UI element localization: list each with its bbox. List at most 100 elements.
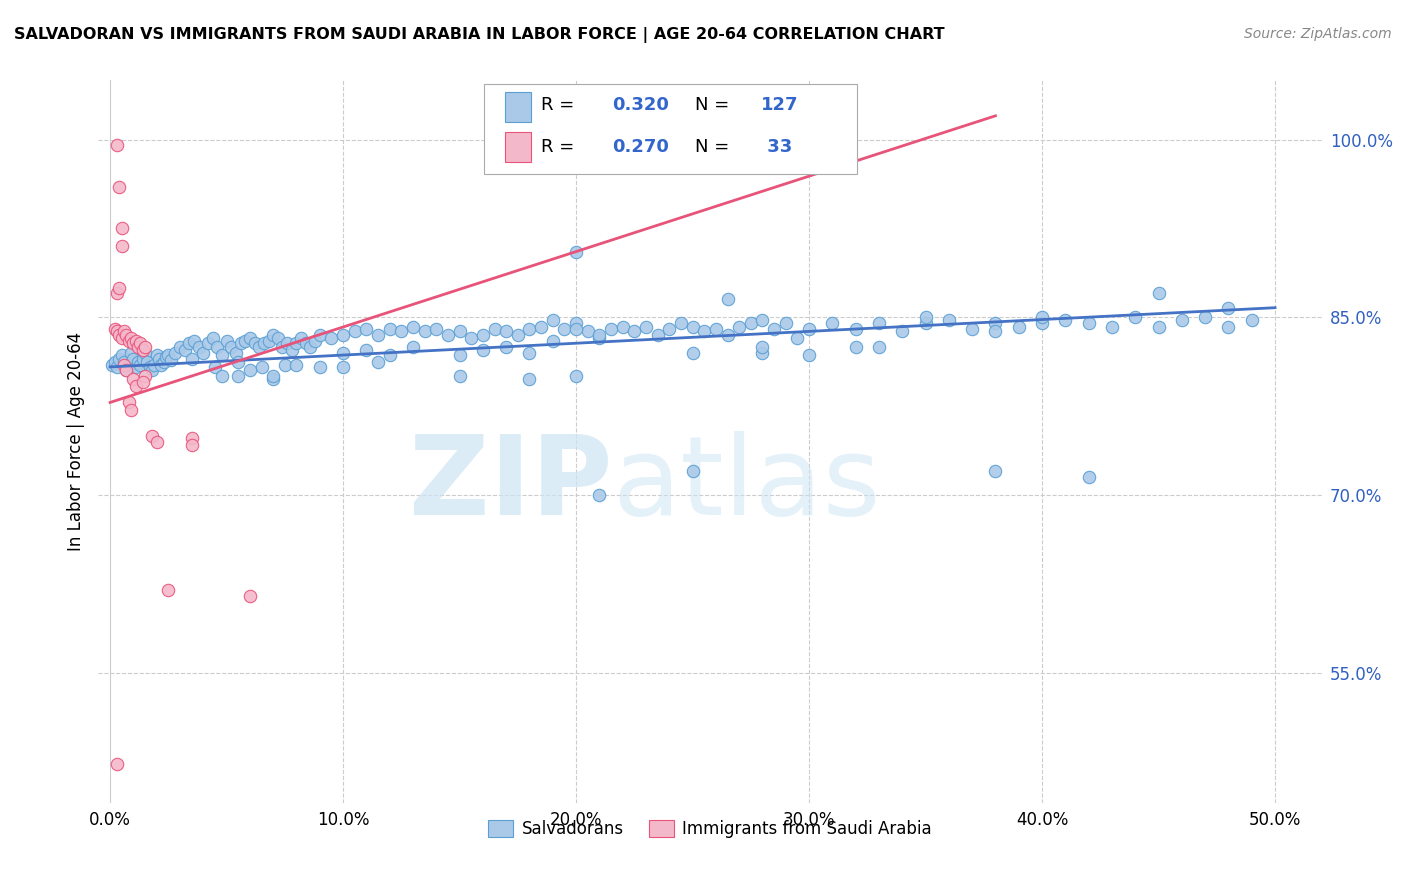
Point (716, 293, 738, 307)
Point (751, 345, 773, 359)
Point (141, 363, 163, 377)
Point (111, 239, 134, 253)
Point (484, 322, 506, 336)
Point (141, 428, 163, 442)
Point (285, 358, 308, 372)
Point (495, 340, 517, 354)
Point (576, 325, 599, 339)
Point (138, 359, 160, 374)
Text: 33: 33 (762, 138, 793, 156)
Point (112, 358, 135, 372)
Point (134, 369, 156, 384)
Point (541, 334, 564, 348)
Point (506, 327, 529, 342)
Point (797, 322, 820, 336)
Point (868, 340, 890, 354)
Point (247, 340, 270, 354)
Point (669, 316, 692, 330)
Point (343, 325, 366, 339)
Point (131, 351, 153, 366)
Point (281, 343, 304, 358)
Point (682, 464, 704, 478)
Point (984, 316, 1007, 330)
Point (1194, 310, 1216, 325)
Point (786, 331, 808, 345)
Point (299, 340, 322, 354)
Point (169, 340, 191, 354)
Point (304, 334, 326, 348)
Point (215, 334, 238, 348)
Point (290, 331, 312, 345)
Point (704, 322, 727, 336)
Point (136, 355, 159, 369)
Point (226, 355, 249, 369)
Point (111, 221, 134, 235)
Point (229, 336, 252, 351)
Point (125, 379, 148, 393)
Point (111, 331, 134, 345)
Point (155, 351, 177, 365)
Point (143, 358, 166, 372)
Point (211, 369, 233, 384)
Point (125, 359, 148, 374)
Point (193, 345, 215, 359)
Point (356, 322, 378, 336)
Point (623, 325, 645, 339)
Point (204, 359, 226, 374)
Point (267, 331, 290, 345)
Point (120, 402, 142, 417)
Point (1031, 316, 1053, 330)
Point (960, 322, 983, 336)
Point (233, 334, 256, 348)
Point (519, 345, 541, 359)
Point (471, 327, 494, 342)
Point (197, 336, 219, 351)
Point (565, 316, 588, 330)
Text: N =: N = (696, 138, 735, 156)
Point (115, 363, 138, 377)
Point (378, 348, 401, 362)
Point (127, 340, 149, 354)
Point (111, 348, 134, 362)
Point (104, 322, 127, 336)
Point (129, 336, 152, 351)
Point (150, 358, 173, 372)
Point (108, 351, 131, 366)
Point (413, 325, 436, 339)
Point (378, 322, 401, 336)
Point (173, 343, 195, 358)
Point (157, 348, 180, 362)
Point (274, 358, 297, 372)
Point (1123, 310, 1146, 325)
Point (1147, 286, 1170, 301)
Point (134, 340, 156, 354)
Point (332, 327, 354, 342)
Point (460, 331, 482, 345)
FancyBboxPatch shape (505, 92, 531, 122)
Point (402, 340, 425, 354)
Point (211, 348, 233, 362)
Point (105, 325, 128, 339)
Point (219, 340, 242, 354)
Point (129, 358, 152, 372)
Point (565, 369, 588, 384)
Point (285, 336, 308, 351)
Point (1077, 316, 1099, 330)
FancyBboxPatch shape (505, 132, 531, 162)
Point (294, 336, 316, 351)
Point (226, 369, 249, 384)
Point (588, 331, 610, 345)
Point (389, 325, 412, 339)
Point (1171, 312, 1194, 326)
Text: 0.320: 0.320 (612, 96, 669, 114)
Point (775, 316, 797, 330)
Point (122, 336, 145, 351)
Point (519, 322, 541, 336)
Text: R =: R = (541, 138, 581, 156)
Point (588, 327, 610, 342)
Point (145, 348, 167, 362)
Point (728, 319, 751, 334)
Point (257, 334, 280, 348)
Point (115, 327, 138, 342)
Text: 127: 127 (762, 96, 799, 114)
